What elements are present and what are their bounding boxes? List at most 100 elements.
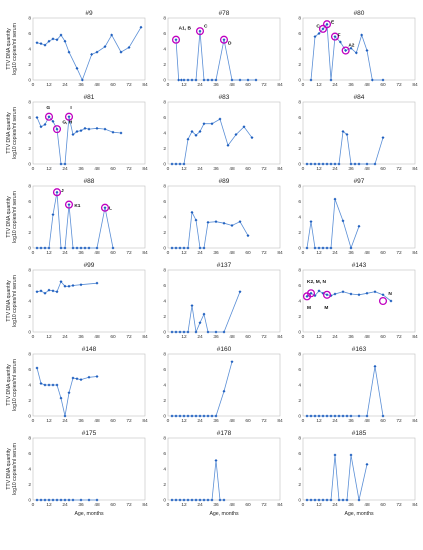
data-point [381, 293, 385, 297]
data-point [67, 50, 71, 54]
data-point [35, 498, 39, 502]
x-tick-label: 72 [261, 166, 267, 172]
x-tick-label: 24 [62, 502, 68, 508]
data-point [79, 129, 83, 133]
x-tick-label: 72 [396, 418, 402, 424]
x-tick-label: 0 [32, 418, 35, 424]
data-point [349, 414, 353, 418]
data-point [202, 312, 206, 316]
data-point [337, 414, 341, 418]
data-point [194, 330, 198, 334]
data-point [198, 129, 202, 133]
x-tick-label: 84 [412, 502, 418, 508]
y-tick-label: 4 [163, 131, 166, 137]
data-point [202, 498, 206, 502]
data-point [214, 78, 218, 82]
data-point [238, 290, 242, 294]
x-tick-label: 0 [32, 250, 35, 256]
y-tick-label: 6 [163, 199, 166, 205]
data-point [337, 162, 341, 166]
data-point [349, 162, 353, 166]
x-tick-label: 72 [261, 418, 267, 424]
x-tick-label: 60 [110, 418, 116, 424]
x-tick-label: 60 [110, 334, 116, 340]
data-point [345, 414, 349, 418]
y-tick-label: 2 [298, 62, 301, 68]
x-tick-label: 0 [32, 334, 35, 340]
data-point [242, 125, 246, 129]
panel-title: #9 [85, 10, 93, 17]
y-tick-label: 2 [28, 398, 31, 404]
data-point [341, 498, 345, 502]
data-point [329, 78, 333, 82]
data-point [325, 22, 329, 26]
x-tick-label: 12 [46, 250, 52, 256]
x-tick-label: 12 [316, 334, 322, 340]
y-tick-label: 6 [28, 31, 31, 37]
data-point [246, 78, 250, 82]
data-point [305, 414, 309, 418]
x-tick-label: 24 [332, 82, 338, 88]
data-point [67, 391, 71, 395]
data-point [305, 162, 309, 166]
y-tick-label: 0 [163, 162, 166, 168]
x-tick-label: 84 [412, 418, 418, 424]
y-tick-label: 4 [28, 383, 31, 389]
data-point [182, 498, 186, 502]
highlight-circle [322, 20, 332, 29]
data-point [35, 116, 39, 119]
plot-area [302, 101, 416, 165]
y-tick-label: 4 [298, 215, 301, 221]
data-point [67, 498, 71, 502]
highlight-circle [219, 35, 229, 44]
data-point [190, 414, 194, 418]
data-point [210, 498, 214, 502]
data-point [317, 289, 321, 293]
y-tick-label: 0 [298, 162, 301, 168]
data-point [373, 162, 377, 166]
data-point [170, 498, 174, 502]
panel-title: #89 [219, 178, 230, 185]
data-point [357, 498, 361, 502]
data-point [95, 126, 99, 130]
y-tick-label: 0 [298, 330, 301, 336]
data-point [79, 378, 83, 382]
highlight-circle [306, 289, 316, 298]
y-tick-label: 0 [298, 246, 301, 252]
x-tick-label: 60 [245, 82, 251, 88]
data-point [194, 218, 198, 222]
y-tick-label: 8 [163, 352, 166, 358]
panel-title: #163 [352, 346, 367, 353]
x-tick-label: 12 [316, 502, 322, 508]
x-tick-label: 84 [277, 166, 283, 172]
data-point [83, 126, 87, 130]
y-tick-label: 8 [298, 436, 301, 442]
y-tick-label: 8 [298, 184, 301, 190]
data-point [47, 383, 51, 387]
annotation-label: I [70, 105, 72, 111]
y-tick-label: 2 [163, 230, 166, 236]
y-tick-label: 2 [298, 314, 301, 320]
x-tick-label: 84 [412, 250, 418, 256]
y-tick-label: 8 [298, 352, 301, 358]
x-tick-label: 48 [94, 250, 100, 256]
data-point [329, 162, 333, 166]
x-tick-label: 0 [167, 250, 170, 256]
annotation-label: G, H [62, 120, 72, 126]
data-point [111, 130, 115, 134]
data-point [202, 246, 206, 250]
x-tick-label: 72 [126, 166, 132, 172]
highlight-circle [64, 200, 74, 209]
x-tick-label: 12 [46, 418, 52, 424]
annotation-label: G [46, 105, 50, 111]
data-point [246, 234, 250, 238]
data-point [95, 498, 99, 502]
data-point [317, 246, 321, 250]
y-axis-title: log10 copies/ml serum [12, 275, 18, 327]
data-point [35, 290, 39, 294]
data-point [182, 330, 186, 334]
x-tick-label: 36 [78, 166, 84, 172]
